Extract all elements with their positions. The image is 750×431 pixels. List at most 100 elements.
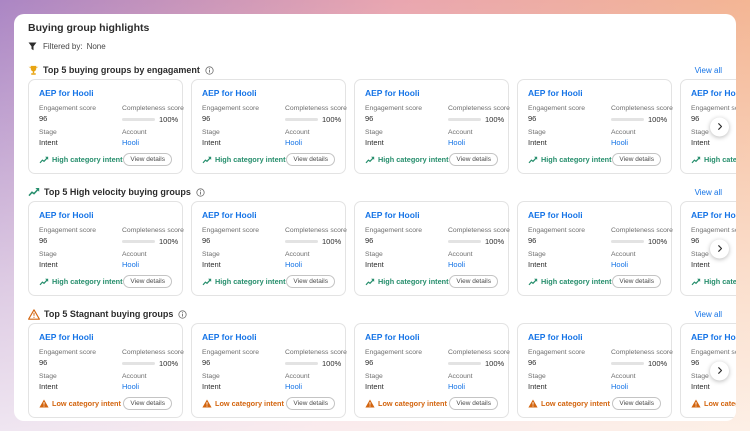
completeness-score-label: Completeness score — [122, 349, 184, 356]
account-link[interactable]: Hooli — [285, 382, 303, 391]
card-metrics: Engagement score 96 Completeness score 1… — [365, 105, 510, 147]
category-intent-label: Low category intent — [541, 399, 610, 408]
buying-group-card: AEP for Hooli Engagement score 96 Comple… — [517, 323, 673, 418]
account-label: Account — [448, 373, 473, 380]
buying-group-link[interactable]: AEP for Hooli — [691, 88, 736, 98]
view-all-link[interactable]: View all — [694, 187, 722, 197]
view-details-button[interactable]: View details — [123, 397, 172, 410]
category-intent-badge: High category intent — [39, 155, 123, 164]
engagement-score-value: 96 — [691, 358, 700, 367]
carousel-next-button[interactable] — [710, 361, 729, 380]
view-details-button[interactable]: View details — [286, 153, 335, 166]
view-details-button[interactable]: View details — [123, 275, 172, 288]
buying-group-link[interactable]: AEP for Hooli — [202, 210, 257, 220]
buying-group-link[interactable]: AEP for Hooli — [528, 332, 583, 342]
account-link[interactable]: Hooli — [122, 138, 140, 147]
buying-group-link[interactable]: AEP for Hooli — [365, 210, 420, 220]
account-link[interactable]: Hooli — [611, 382, 629, 391]
engagement-score-value: 96 — [691, 236, 700, 245]
buying-group-link[interactable]: AEP for Hooli — [202, 332, 257, 342]
section-title: Top 5 High velocity buying groups — [44, 187, 191, 197]
view-details-button[interactable]: View details — [449, 275, 498, 288]
category-intent-badge: High category intent — [691, 155, 736, 164]
view-details-button[interactable]: View details — [612, 397, 661, 410]
account-link[interactable]: Hooli — [611, 260, 629, 269]
account-link[interactable]: Hooli — [611, 138, 629, 147]
account-label: Account — [122, 251, 147, 258]
buying-group-link[interactable]: AEP for Hooli — [528, 88, 583, 98]
account-link[interactable]: Hooli — [285, 260, 303, 269]
account-link[interactable]: Hooli — [448, 138, 466, 147]
completeness-score-label: Completeness score — [448, 227, 510, 234]
buying-group-card: AEP for Hooli Engagement score 96 Comple… — [517, 201, 673, 296]
view-details-button[interactable]: View details — [612, 275, 661, 288]
view-details-button[interactable]: View details — [449, 397, 498, 410]
buying-group-link[interactable]: AEP for Hooli — [202, 88, 257, 98]
warning-icon — [202, 399, 212, 408]
account-link[interactable]: Hooli — [122, 382, 140, 391]
filter-icon[interactable] — [28, 42, 37, 51]
warning-icon — [39, 399, 49, 408]
engagement-score-label: Engagement score — [691, 349, 736, 356]
carousel-next-button[interactable] — [710, 239, 729, 258]
warning-icon — [365, 399, 375, 408]
stage-label: Stage — [691, 251, 709, 258]
completeness-score-value: 100% — [485, 359, 505, 368]
account-link[interactable]: Hooli — [122, 260, 140, 269]
card-metrics: Engagement score 96 Completeness score 1… — [39, 105, 184, 147]
completeness-score-label: Completeness score — [285, 227, 347, 234]
stage-value: Intent — [202, 382, 221, 391]
buying-group-link[interactable]: AEP for Hooli — [365, 88, 420, 98]
trophy-icon — [28, 65, 39, 76]
warning-icon — [691, 399, 701, 408]
trending-up-icon — [39, 278, 49, 286]
buying-group-link[interactable]: AEP for Hooli — [691, 332, 736, 342]
category-intent-badge: Low category intent — [691, 399, 736, 408]
category-intent-label: High category intent — [378, 155, 449, 164]
progress-track — [611, 362, 644, 365]
buying-group-link[interactable]: AEP for Hooli — [39, 210, 94, 220]
account-label: Account — [448, 251, 473, 258]
buying-group-link[interactable]: AEP for Hooli — [528, 210, 583, 220]
view-details-button[interactable]: View details — [286, 397, 335, 410]
card-footer: High category intent View details — [202, 275, 335, 288]
progress-track — [611, 118, 644, 121]
completeness-score-value: 100% — [159, 359, 179, 368]
carousel-next-button[interactable] — [710, 117, 729, 136]
buying-group-card: AEP for Hooli Engagement score 96 Comple… — [354, 79, 510, 174]
trending-up-icon — [691, 156, 701, 164]
category-intent-label: Low category intent — [215, 399, 284, 408]
section-header-high-velocity: Top 5 High velocity buying groups View a… — [28, 186, 722, 198]
buying-group-link[interactable]: AEP for Hooli — [691, 210, 736, 220]
view-all-link[interactable]: View all — [694, 309, 722, 319]
engagement-score-value: 96 — [202, 358, 211, 367]
engagement-score-label: Engagement score — [365, 105, 423, 112]
engagement-score-value: 96 — [528, 358, 537, 367]
info-icon[interactable] — [196, 187, 205, 197]
view-details-button[interactable]: View details — [449, 153, 498, 166]
account-link[interactable]: Hooli — [448, 382, 466, 391]
info-icon[interactable] — [178, 309, 187, 319]
stage-label: Stage — [202, 129, 220, 136]
view-details-button[interactable]: View details — [123, 153, 172, 166]
view-details-button[interactable]: View details — [286, 275, 335, 288]
category-intent-badge: High category intent — [528, 155, 612, 164]
account-link[interactable]: Hooli — [285, 138, 303, 147]
info-icon[interactable] — [205, 65, 214, 75]
buying-group-card: AEP for Hooli Engagement score 96 Comple… — [28, 201, 184, 296]
buying-group-link[interactable]: AEP for Hooli — [39, 88, 94, 98]
stage-value: Intent — [691, 260, 710, 269]
view-all-link[interactable]: View all — [694, 65, 722, 75]
card-footer: High category intent View details — [365, 275, 498, 288]
category-intent-badge: Low category intent — [528, 399, 610, 408]
trending-up-icon — [39, 156, 49, 164]
engagement-score-label: Engagement score — [691, 105, 736, 112]
buying-group-link[interactable]: AEP for Hooli — [365, 332, 420, 342]
view-details-button[interactable]: View details — [612, 153, 661, 166]
completeness-score-label: Completeness score — [285, 105, 347, 112]
buying-group-link[interactable]: AEP for Hooli — [39, 332, 94, 342]
account-link[interactable]: Hooli — [448, 260, 466, 269]
completeness-score-label: Completeness score — [448, 105, 510, 112]
page-title: Buying group highlights — [28, 22, 150, 34]
section-header-engagement: Top 5 buying groups by engagament View a… — [28, 64, 722, 76]
